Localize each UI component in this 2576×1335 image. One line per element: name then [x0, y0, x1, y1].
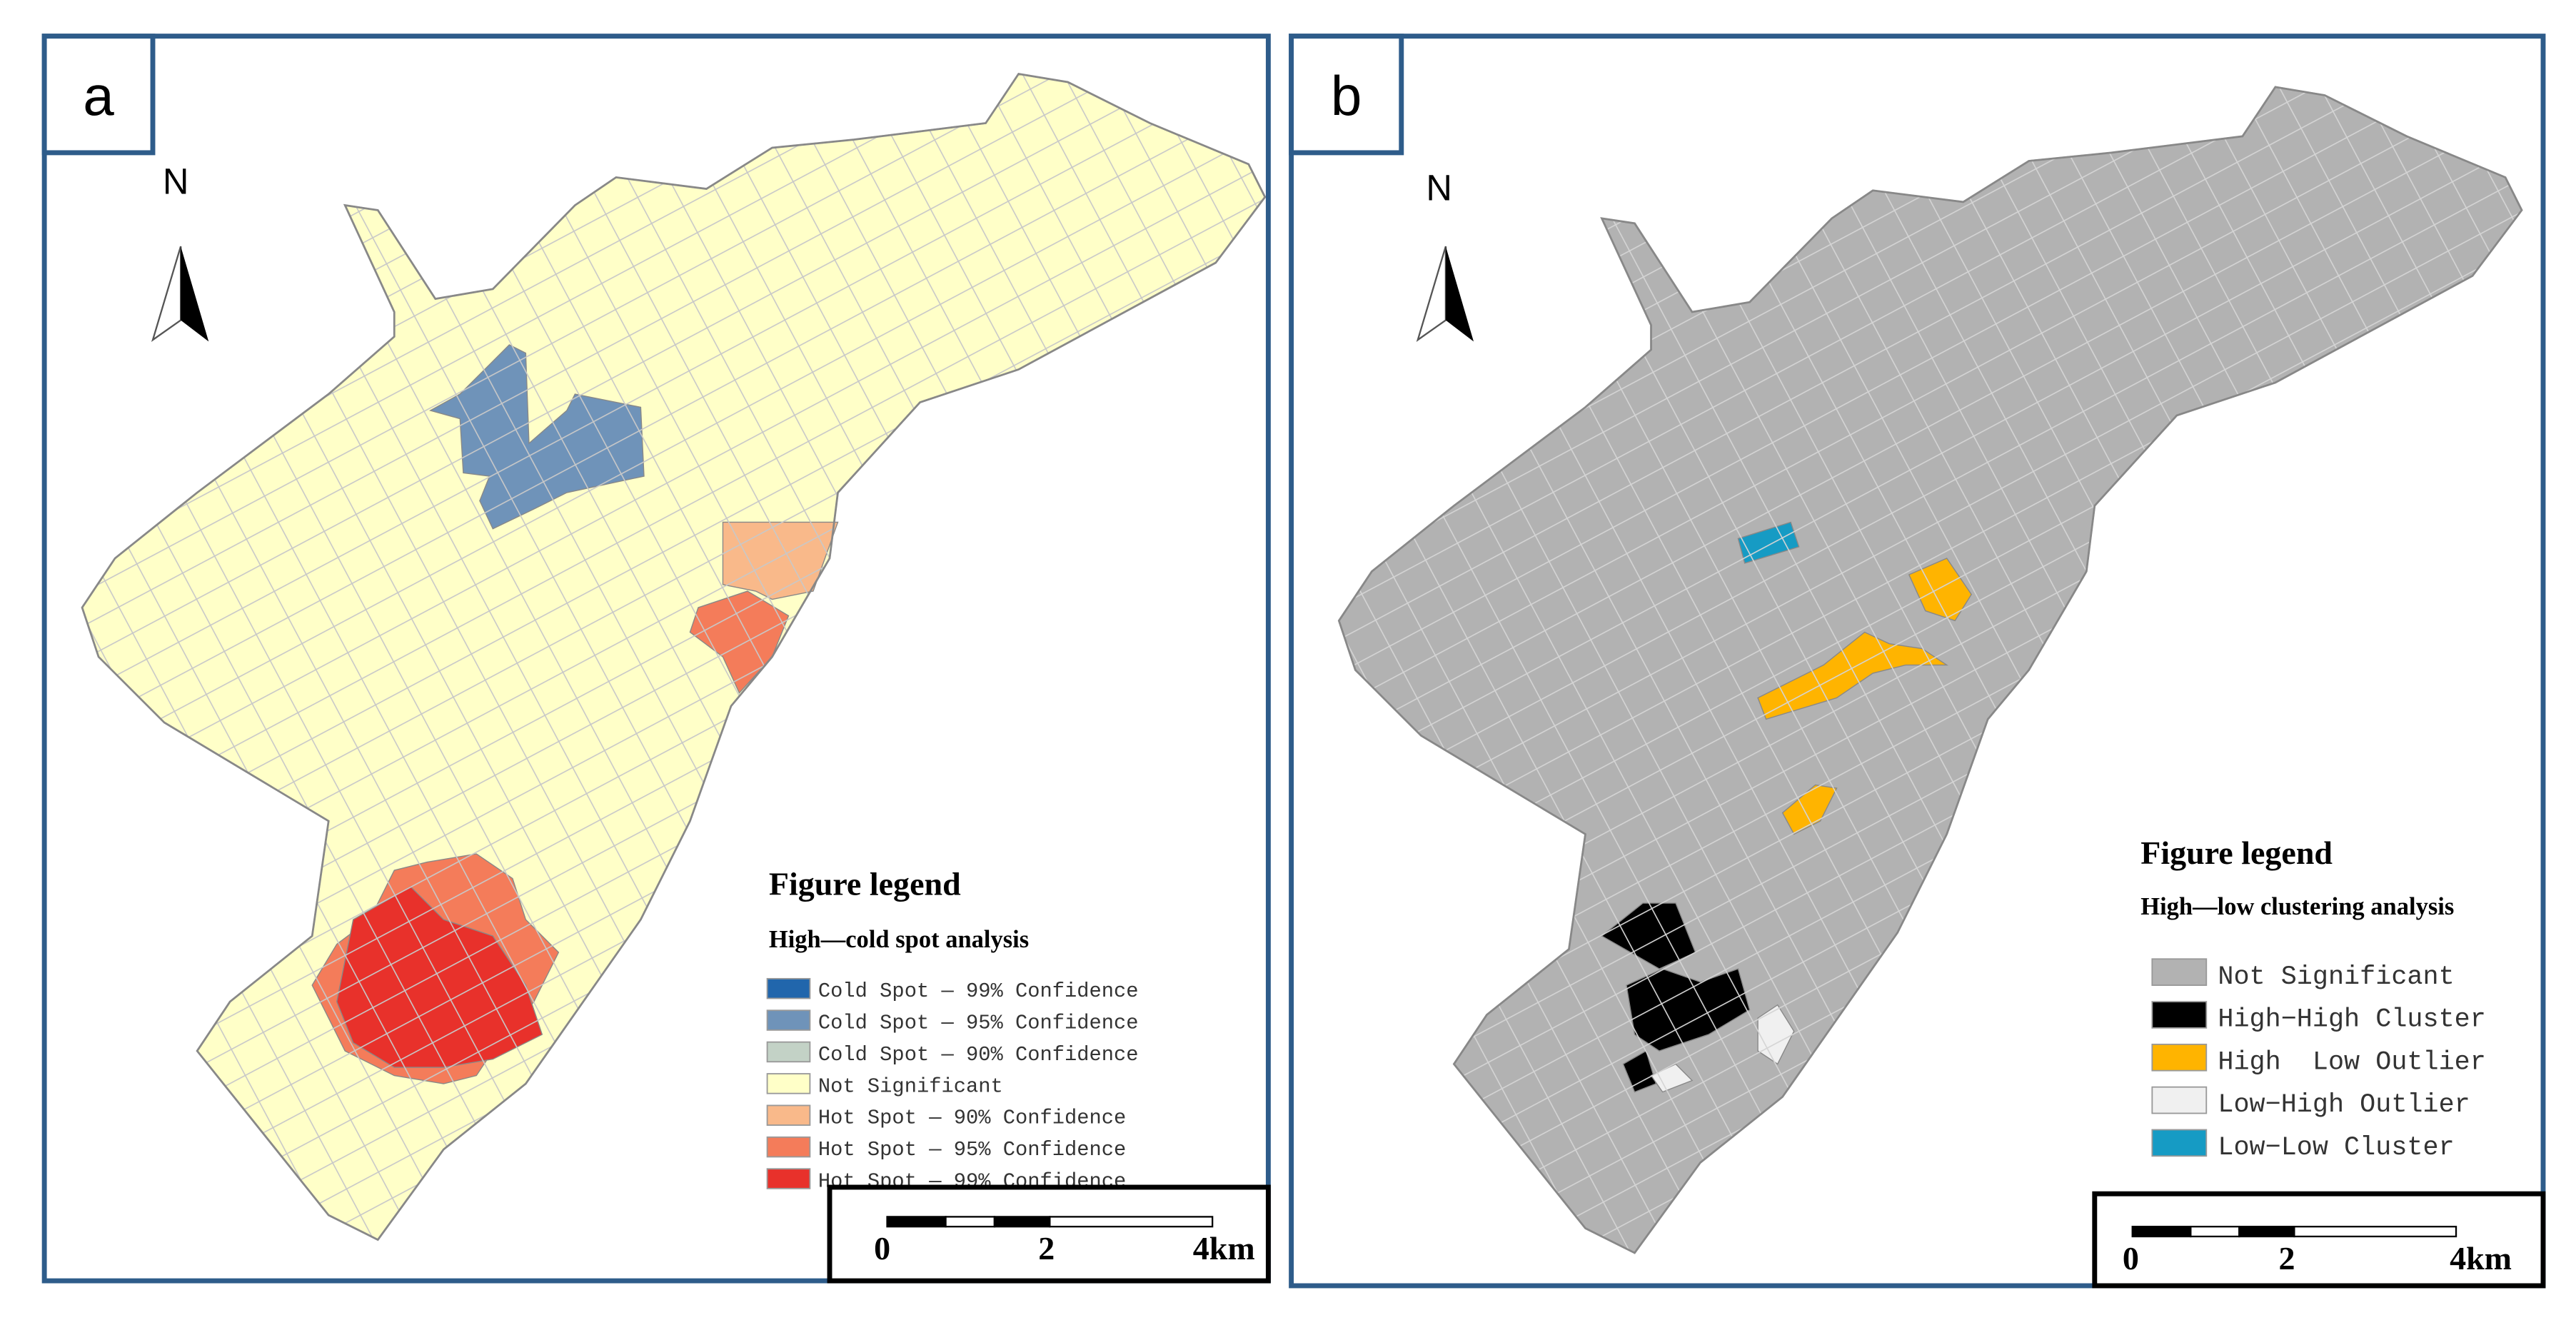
district-outline — [1337, 86, 2523, 1254]
scale-segment — [1049, 1216, 1214, 1228]
scale-segment — [2293, 1226, 2457, 1238]
north-arrow-left — [151, 246, 182, 342]
panel-label-box — [41, 34, 156, 156]
panel-border — [1289, 34, 2546, 1289]
scale-segment — [2190, 1226, 2240, 1238]
north-label: N — [1426, 168, 1452, 208]
legend-subtitle: High—low clustering analysis — [2140, 893, 2454, 920]
legend-swatch — [766, 1104, 811, 1126]
map-panel: a N Figure legend High—cold spot analysis Co… — [41, 34, 1271, 1284]
north-arrow-right — [181, 246, 209, 342]
legend-label: Not Significant — [2218, 962, 2454, 992]
panel-border — [41, 34, 1271, 1284]
legend-label: Cold Spot — 95% Confidence — [818, 1012, 1139, 1035]
scale-segment — [2238, 1226, 2295, 1238]
scale-label: 4km — [1193, 1230, 1255, 1266]
legend-swatch — [2151, 1129, 2208, 1157]
legend-title: Figure legend — [2140, 835, 2333, 871]
legend-label: High−High Cluster — [2218, 1005, 2485, 1035]
legend-swatch — [2151, 1086, 2208, 1114]
scale-label: 0 — [2123, 1240, 2139, 1276]
legend-label: Not Significant — [818, 1074, 1003, 1098]
legend-swatch — [766, 1009, 811, 1031]
legend-title: Figure legend — [769, 866, 961, 902]
scale-label: 0 — [874, 1230, 890, 1266]
scale-box — [2092, 1191, 2546, 1289]
map — [1337, 86, 2523, 1254]
scale-box — [827, 1184, 1271, 1284]
panel-label-box — [1289, 34, 1404, 156]
legend-label: Cold Spot — 90% Confidence — [818, 1043, 1139, 1067]
scale-segment — [2131, 1226, 2192, 1238]
road-network — [1339, 86, 2522, 1253]
panel-label: b — [1331, 64, 1362, 127]
legend-swatch — [2151, 1001, 2208, 1029]
scale-label: 4km — [2450, 1240, 2512, 1276]
legend-label: Low−High Outlier — [2218, 1090, 2470, 1120]
north-arrow-left — [1416, 246, 1447, 342]
legend-label: High Low Outlier — [2218, 1047, 2485, 1077]
scale-segment — [945, 1216, 996, 1228]
legend-swatch — [766, 1073, 811, 1094]
legend-swatch — [2151, 958, 2208, 986]
legend-swatch — [766, 1041, 811, 1063]
legend-swatch — [766, 977, 811, 999]
legend-label: Low−Low Cluster — [2218, 1133, 2454, 1163]
north-arrow-right — [1445, 246, 1474, 342]
legend-swatch — [766, 1168, 811, 1189]
scale-segment — [886, 1216, 947, 1228]
legend-swatch — [2151, 1043, 2208, 1072]
scale-label: 2 — [1038, 1230, 1055, 1266]
legend-subtitle: High—cold spot analysis — [769, 926, 1029, 953]
legend-label: Hot Spot — 90% Confidence — [818, 1107, 1126, 1130]
road-network — [82, 74, 1265, 1240]
panel-label: a — [83, 64, 114, 127]
scale-label: 2 — [2279, 1240, 2295, 1276]
legend-label: Hot Spot — 95% Confidence — [818, 1138, 1126, 1162]
scale-segment — [993, 1216, 1051, 1228]
map — [81, 72, 1267, 1241]
map-panel: b N Figure legend High—low clustering analy… — [1289, 34, 2546, 1289]
legend-swatch — [766, 1136, 811, 1158]
legend-label: Cold Spot — 99% Confidence — [818, 979, 1139, 1003]
district-outline — [81, 72, 1267, 1241]
north-label: N — [163, 161, 189, 201]
